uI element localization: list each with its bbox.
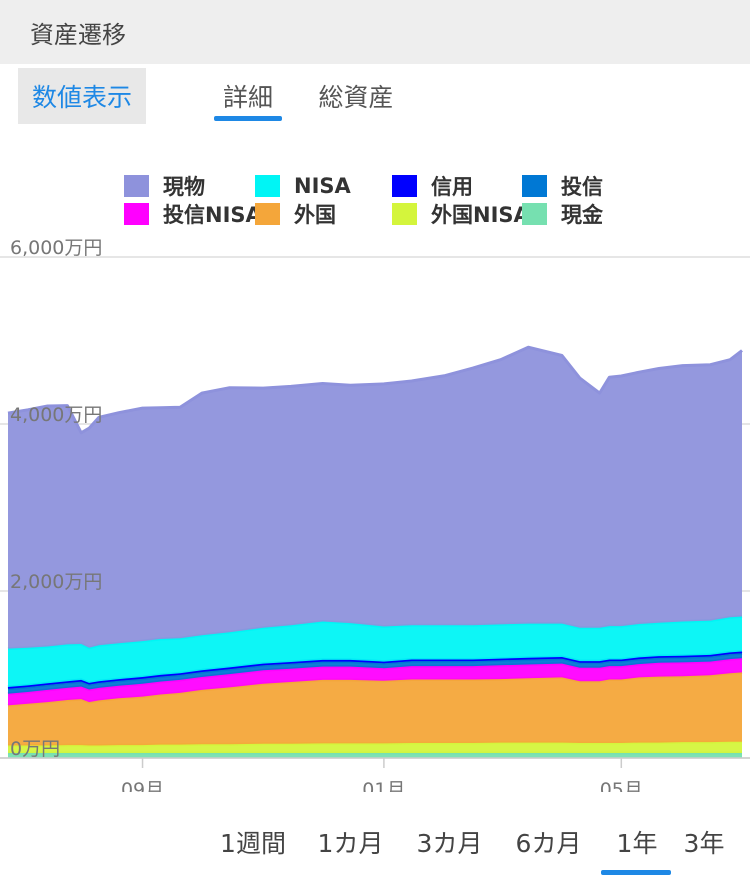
legend-item: 現金 xyxy=(522,200,603,228)
legend-label: 外国NISA xyxy=(431,203,530,227)
chart-legend: 現物 NISA 信用 投信投信NISA 外国 外国NISA 現金 xyxy=(0,168,750,232)
legend-item: 信用 xyxy=(392,172,473,200)
asset-area-chart: 0万円 2,000万円 4,000万円 6,000万円 09月 01月 05月 xyxy=(0,237,750,792)
toolbar: 数値表示 詳細 総資産 xyxy=(0,64,750,130)
legend-item: NISA xyxy=(255,172,351,200)
y-tick-label: 2,000万円 xyxy=(10,571,102,593)
legend-swatch xyxy=(522,203,547,225)
tab-detail[interactable]: 詳細 xyxy=(214,68,282,124)
area-series xyxy=(8,672,742,746)
series-line xyxy=(7,656,743,696)
legend-item: 外国NISA xyxy=(392,200,530,228)
active-tab-indicator xyxy=(214,116,282,121)
x-tick-label: 05月 xyxy=(600,779,643,792)
area-series xyxy=(8,616,742,687)
legend-item: 現物 xyxy=(124,172,205,200)
range-1-month-button[interactable]: 1カ月 xyxy=(313,820,388,864)
legend-swatch xyxy=(392,203,417,225)
legend-swatch xyxy=(522,175,547,197)
legend-swatch xyxy=(392,175,417,197)
legend-swatch xyxy=(124,175,149,197)
legend-label: 信用 xyxy=(431,175,473,199)
x-tick-label: 01月 xyxy=(362,779,405,792)
header: 資産遷移 xyxy=(0,0,750,64)
area-series xyxy=(8,347,742,649)
range-1-year-button[interactable]: 1年 xyxy=(610,820,664,864)
range-3-month-button[interactable]: 3カ月 xyxy=(412,820,487,864)
area-series xyxy=(8,658,742,706)
legend-label: 投信NISA xyxy=(163,203,262,227)
legend-label: 現金 xyxy=(561,203,603,227)
active-range-indicator xyxy=(601,870,671,875)
series-line xyxy=(7,670,743,707)
legend-item: 外国 xyxy=(255,200,336,228)
legend-label: 投信 xyxy=(561,175,603,199)
legend-swatch xyxy=(255,175,280,197)
y-tick-label: 0万円 xyxy=(10,738,60,760)
legend-label: NISA xyxy=(294,174,351,198)
area-series xyxy=(8,653,742,694)
tab-total-assets[interactable]: 総資産 xyxy=(316,68,396,124)
time-range-selector: 1週間 1カ月 3カ月 6カ月 1年 3年 xyxy=(0,820,750,880)
legend-item: 投信 xyxy=(522,172,603,200)
range-6-month-button[interactable]: 6カ月 xyxy=(510,820,587,864)
legend-label: 現物 xyxy=(163,175,205,199)
page-title: 資産遷移 xyxy=(30,20,126,49)
legend-item: 投信NISA xyxy=(124,200,262,228)
x-tick-label: 09月 xyxy=(121,779,164,792)
value-display-button[interactable]: 数値表示 xyxy=(18,68,146,124)
range-1-week-button[interactable]: 1週間 xyxy=(218,820,288,864)
legend-label: 外国 xyxy=(294,203,336,227)
range-3-year-button[interactable]: 3年 xyxy=(682,820,726,864)
y-tick-label: 6,000万円 xyxy=(10,237,102,259)
series-line xyxy=(7,345,743,435)
legend-swatch xyxy=(124,203,149,225)
y-tick-label: 4,000万円 xyxy=(10,404,102,426)
series-line xyxy=(7,651,743,691)
legend-swatch xyxy=(255,203,280,225)
